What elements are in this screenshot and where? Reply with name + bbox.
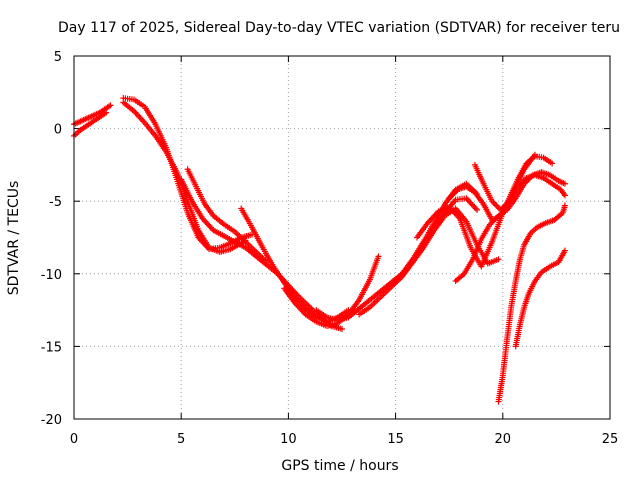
data-point: [561, 180, 568, 187]
data-series: [71, 95, 568, 405]
x-tick-label: 10: [280, 432, 297, 447]
y-axis-label: SDTVAR / TECUs: [6, 181, 22, 296]
x-axis-label: GPS time / hours: [281, 458, 398, 474]
data-point: [491, 201, 498, 208]
series-track-8: [281, 253, 382, 330]
y-tick-labels: 5 0 -5 -10 -15 -20: [41, 50, 62, 428]
y-tick-label: -20: [41, 413, 62, 428]
x-tick-label: 20: [495, 432, 512, 447]
data-point: [494, 204, 501, 211]
x-tick-label: 5: [177, 432, 185, 447]
y-tick-label: 5: [54, 50, 62, 65]
x-tick-label: 15: [387, 432, 404, 447]
series-track-14: [471, 161, 568, 213]
data-point: [561, 202, 568, 209]
y-tick-label: 0: [54, 123, 62, 138]
grid-lines: [74, 56, 610, 419]
y-tick-label: -15: [41, 340, 62, 355]
series-track-11: [388, 205, 502, 289]
data-point: [375, 253, 382, 260]
chart-title: Day 117 of 2025, Sidereal Day-to-day VTE…: [58, 20, 620, 36]
series-track-4: [120, 99, 249, 256]
y-tick-label: -10: [41, 268, 62, 283]
data-point: [107, 102, 114, 109]
data-point: [339, 325, 345, 332]
data-point: [103, 109, 110, 116]
y-tick-label: -5: [49, 195, 62, 210]
series-track-15: [452, 169, 568, 285]
data-point: [561, 192, 568, 199]
data-point: [474, 206, 481, 213]
plot-frame: [73, 55, 611, 420]
series-track-7: [238, 205, 352, 325]
series-track-17: [512, 247, 568, 350]
x-tick-labels: 0 5 10 15 20 25: [70, 432, 618, 447]
x-tick-label: 0: [70, 432, 78, 447]
data-point: [495, 256, 502, 263]
data-point: [493, 202, 500, 209]
data-point: [561, 247, 568, 254]
data-point: [549, 160, 556, 167]
x-tick-label: 25: [602, 432, 619, 447]
series-track-16: [495, 202, 568, 405]
